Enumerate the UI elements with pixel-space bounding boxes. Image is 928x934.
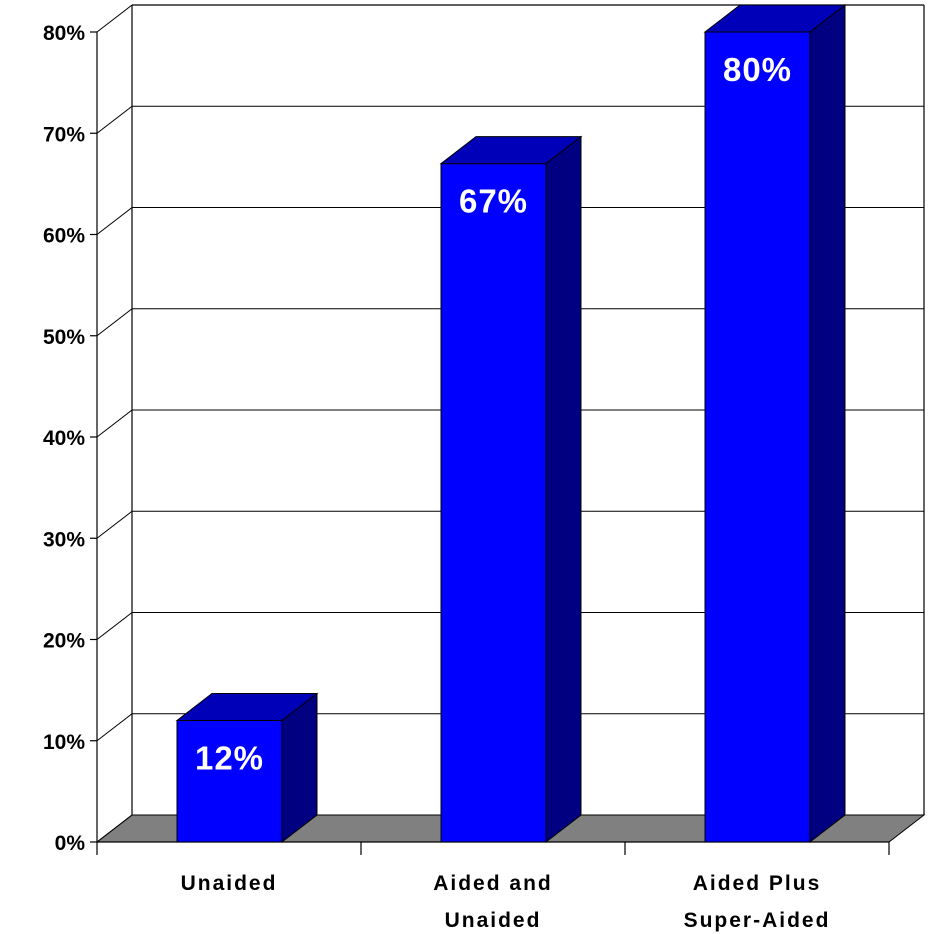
x-category-label: Super-Aided [684,909,831,932]
x-category-label: Unaided [445,909,542,932]
x-category-label: Aided Plus [693,872,822,895]
y-tick-label: 50% [43,326,85,349]
gridline-depth [96,308,133,337]
y-tick-label: 40% [43,427,85,450]
bar-front [704,31,811,843]
gridline-depth [96,105,133,134]
y-tick-label: 20% [43,630,85,653]
data-label: 12% [195,740,264,777]
y-tick-label: 10% [43,731,85,754]
x-category-label: Unaided [181,872,278,895]
bar-front [440,163,547,843]
data-label: 67% [459,183,528,220]
y-tick-label: 30% [43,528,85,551]
gridline-depth [96,409,133,438]
bar-side [809,3,846,844]
gridline-depth [96,4,133,33]
y-tick-label: 0% [55,832,86,855]
bar-side [281,692,318,844]
x-category-label: Aided and [433,872,553,895]
bar-side [545,135,582,844]
data-label: 80% [723,51,792,88]
y-tick-label: 70% [43,123,85,146]
gridline-depth [96,713,133,742]
bar-front [176,720,283,843]
gridline-depth [96,510,133,539]
gridline-depth [96,814,133,843]
y-tick-label: 60% [43,225,85,248]
y-tick-label: 80% [43,22,85,45]
gridline-depth [96,207,133,235]
gridline-depth [96,612,133,640]
